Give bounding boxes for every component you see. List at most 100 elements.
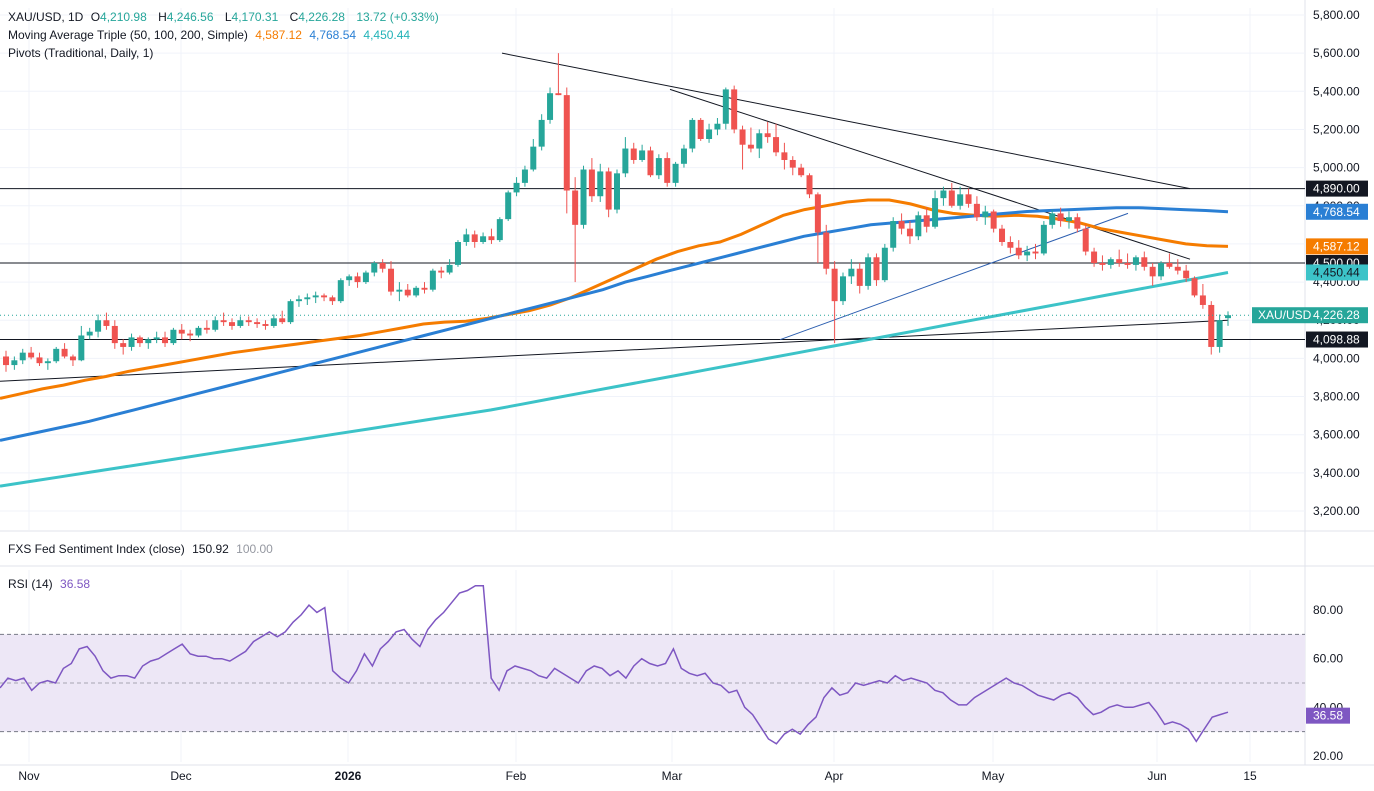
candle	[362, 270, 369, 284]
y-tick-label: 5,400.00	[1313, 84, 1360, 98]
candle	[906, 221, 913, 244]
x-tick-label: 2026	[335, 769, 362, 783]
candle	[747, 127, 754, 153]
candle	[923, 207, 930, 233]
candle	[831, 261, 838, 344]
candle-body	[839, 276, 846, 302]
candle	[806, 173, 813, 199]
candle	[990, 209, 997, 233]
candle-body	[11, 360, 18, 366]
candle-body	[86, 331, 93, 336]
y-tick-label: 5,000.00	[1313, 161, 1360, 175]
candle	[3, 350, 9, 372]
candle-body	[555, 93, 562, 96]
candle-body	[655, 158, 662, 176]
candle	[28, 346, 35, 360]
candle-body	[647, 150, 654, 176]
candle	[262, 320, 269, 330]
close-value: 4,226.28	[298, 10, 345, 24]
candle	[1082, 224, 1089, 256]
candle-body	[999, 228, 1006, 243]
candle-body	[990, 211, 997, 229]
candle	[245, 316, 252, 326]
candle-body	[446, 264, 453, 273]
candle	[153, 331, 160, 344]
candle	[111, 320, 118, 349]
candle	[898, 213, 905, 235]
high-value: 4,246.56	[166, 10, 214, 24]
candle	[86, 327, 93, 340]
trendline	[779, 212, 1129, 341]
candle	[1099, 255, 1106, 271]
candle-body	[1074, 217, 1081, 229]
candle	[856, 263, 863, 294]
candle-body	[1216, 320, 1223, 347]
candle-body	[321, 295, 328, 298]
candle	[220, 312, 227, 326]
symbol-label: XAU/USD, 1D	[8, 10, 84, 24]
candle-body	[212, 320, 219, 330]
candle	[413, 285, 420, 298]
candle	[69, 354, 76, 367]
candle	[1141, 251, 1148, 271]
x-tick-label: May	[982, 769, 1005, 783]
x-tick-label: Apr	[825, 769, 844, 783]
candle-body	[237, 320, 244, 326]
candle	[982, 205, 989, 225]
candle	[848, 259, 855, 284]
candle	[1216, 314, 1223, 353]
candle	[999, 224, 1006, 246]
candle-body	[337, 280, 344, 302]
candle	[1199, 283, 1206, 309]
candle	[873, 253, 880, 286]
candle-body	[44, 361, 51, 364]
open-value: 4,210.98	[100, 10, 147, 24]
candle	[212, 316, 219, 332]
candle-body	[588, 169, 595, 197]
candle-body	[906, 228, 913, 237]
candle	[488, 228, 495, 244]
candle-body	[69, 356, 76, 361]
ma50-value: 4,587.12	[255, 28, 302, 42]
candle	[304, 293, 311, 305]
candle-body	[806, 175, 813, 195]
candle-body	[932, 198, 939, 227]
candle	[61, 343, 68, 359]
candle-body	[563, 95, 570, 191]
x-tick-label: Feb	[506, 769, 527, 783]
ma-line-1	[0, 206, 1229, 442]
candle-body	[915, 215, 922, 237]
candle	[764, 121, 771, 143]
rsi-last-tag: 36.58	[1306, 707, 1350, 724]
candle-body	[329, 297, 336, 302]
level-tag-bg	[1306, 331, 1368, 348]
sentiment-value: 150.92	[192, 542, 229, 556]
candle-body	[3, 356, 9, 366]
candle	[865, 253, 872, 290]
candle-body	[254, 322, 261, 325]
low-label: L	[224, 10, 232, 24]
candle-body	[1007, 242, 1014, 248]
candle-body	[530, 146, 537, 170]
candle	[890, 217, 897, 252]
candle	[789, 156, 796, 176]
candle-body	[823, 232, 830, 269]
candle-body	[1107, 259, 1114, 265]
ma-legend: Moving Average Triple (50, 100, 200, Sim…	[8, 26, 414, 44]
candle	[798, 163, 805, 178]
high-label: H	[158, 10, 167, 24]
last-price-tag: XAU/USD 4,226.28	[1252, 307, 1368, 324]
candle	[572, 177, 579, 283]
candle-body	[739, 129, 746, 145]
candle	[379, 259, 386, 273]
candle	[1116, 249, 1123, 267]
candle	[1007, 236, 1014, 254]
candle-body	[228, 322, 235, 326]
candle-body	[203, 327, 210, 330]
candle	[404, 283, 411, 298]
candle-body	[438, 270, 445, 273]
candle	[187, 329, 194, 342]
trendline	[669, 88, 1191, 260]
candle-body	[103, 320, 110, 326]
